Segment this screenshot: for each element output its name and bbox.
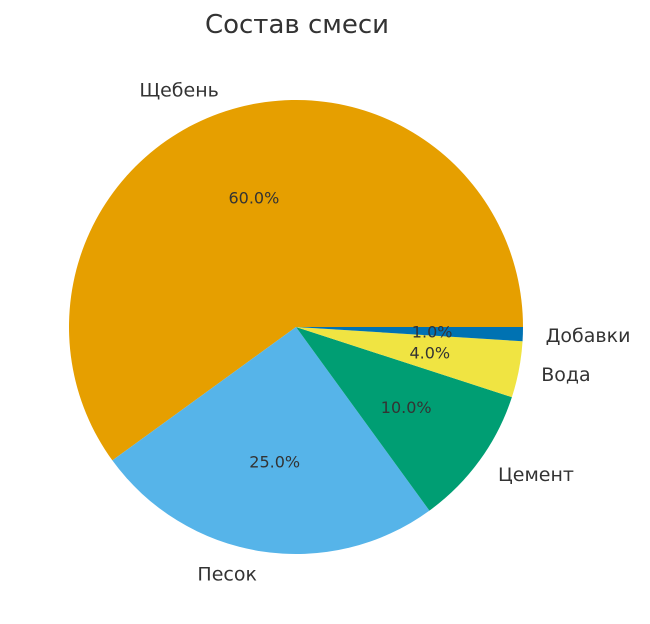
category-label-pesok: Песок	[197, 564, 257, 586]
percent-labels: 60.0% 25.0% 10.0% 4.0% 1.0%	[228, 188, 452, 471]
chart-title: Состав смеси	[205, 10, 389, 40]
pie-slices	[68, 99, 523, 554]
category-labels: Щебень Песок Цемент Вода Добавки	[139, 80, 630, 586]
pie-slice-pesok	[112, 327, 430, 554]
percent-label-dobavki: 1.0%	[412, 322, 453, 341]
percent-label-tsement: 10.0%	[381, 398, 432, 417]
category-label-voda: Вода	[541, 364, 590, 386]
pie-slice-voda	[296, 327, 523, 398]
percent-label-shcheben: 60.0%	[228, 188, 279, 207]
category-label-dobavki: Добавки	[546, 325, 631, 347]
pie-slice-shcheben	[68, 99, 523, 461]
category-label-tsement: Цемент	[498, 464, 574, 486]
pie-slice-tsement	[296, 327, 512, 511]
category-label-shcheben: Щебень	[139, 80, 219, 102]
percent-label-pesok: 25.0%	[249, 453, 300, 472]
percent-label-voda: 4.0%	[409, 344, 450, 363]
pie-slice-dobavki	[296, 327, 523, 342]
